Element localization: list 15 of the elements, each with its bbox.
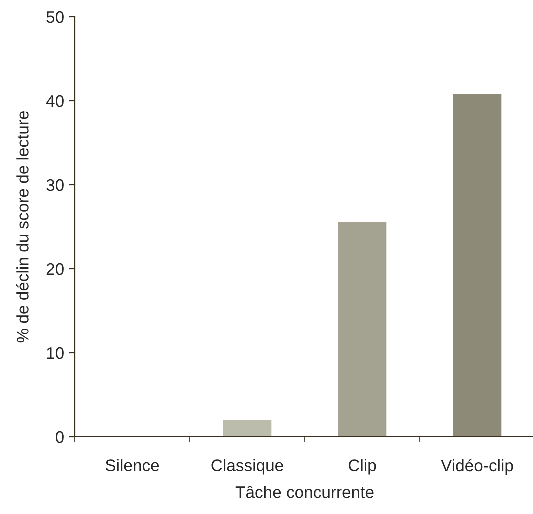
y-tick-label: 50 (46, 11, 64, 24)
bar (338, 222, 387, 437)
x-tick-label: Clip (348, 459, 376, 475)
bar (223, 420, 272, 437)
x-axis-title: Tâche concurrente (236, 486, 374, 498)
y-tick-label: 20 (46, 263, 64, 276)
x-tick-label: Silence (106, 459, 160, 472)
y-axis-title: % de déclin du score de lecture (16, 111, 29, 343)
y-tick-label: 40 (46, 95, 64, 108)
x-tick-label: Classique (212, 459, 284, 475)
x-tick-label: Vidéo-clip (441, 459, 514, 475)
y-tick-label: 10 (47, 347, 64, 360)
y-tick-label: 30 (46, 179, 64, 192)
y-tick-label: 0 (56, 431, 64, 444)
bar (453, 94, 502, 437)
